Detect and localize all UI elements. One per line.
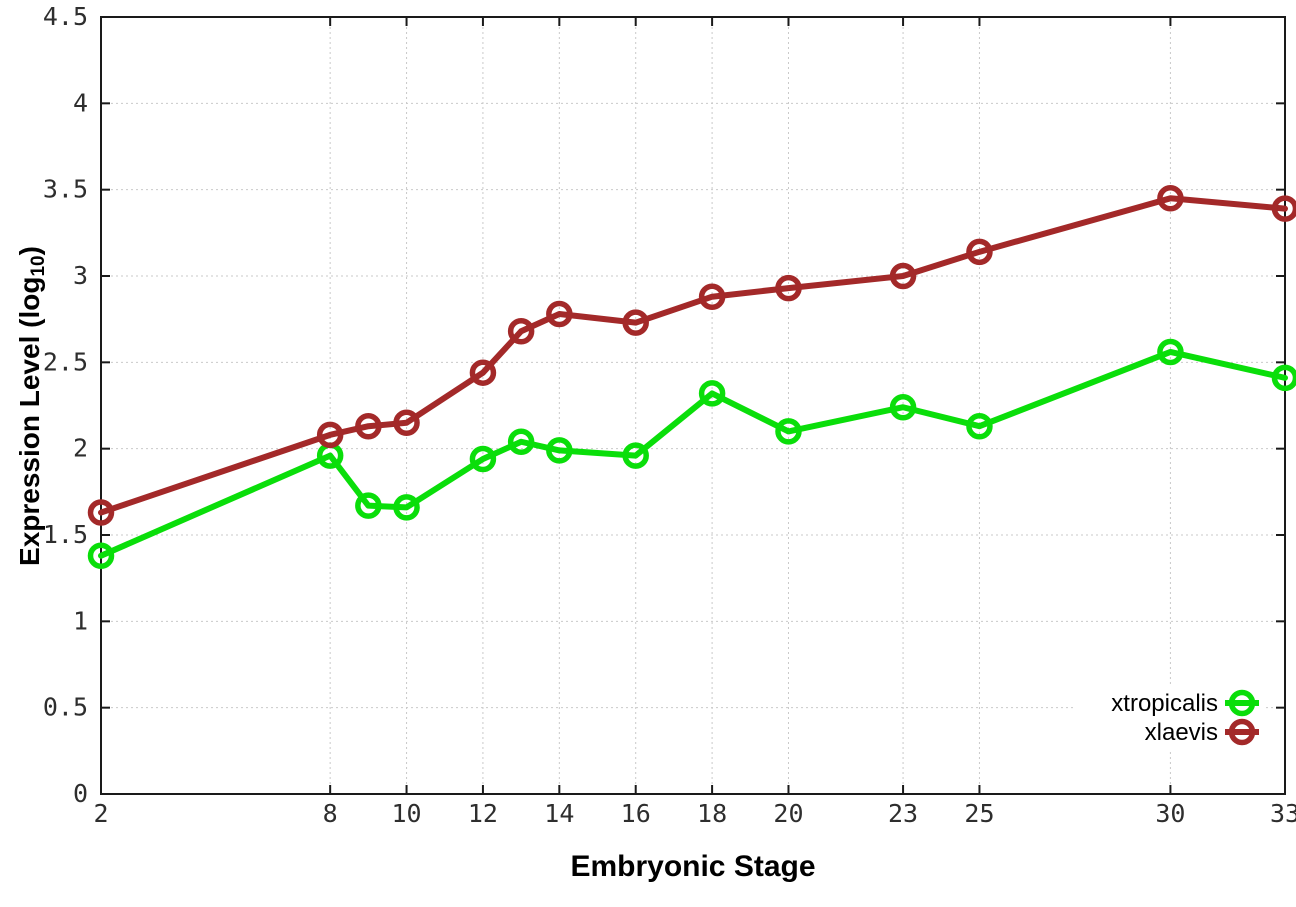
gridlines	[101, 17, 1285, 794]
y-tick-label: 2.5	[43, 347, 88, 376]
y-axis-label-subscript: 10	[27, 255, 49, 277]
data-point	[622, 442, 649, 469]
data-point	[355, 492, 382, 519]
data-point	[355, 412, 382, 440]
y-axis-label-close: )	[14, 246, 45, 256]
legend-sample-marker	[1228, 689, 1256, 717]
data-point	[87, 542, 115, 569]
y-axis-label: Expression Level (log10)	[14, 6, 54, 806]
legend-sample-marker	[1228, 718, 1256, 746]
x-axis-label: Embryonic Stage	[570, 850, 816, 883]
x-tick-label: 14	[544, 799, 574, 828]
x-tick-label: 23	[888, 799, 918, 828]
y-axis-label-text: Expression Level (log	[14, 276, 45, 566]
data-point	[889, 393, 917, 421]
y-tick-label: 0	[73, 779, 88, 808]
data-point	[546, 300, 573, 328]
legend-label: xtropicalis	[1111, 690, 1218, 717]
tick-labels: 2 8 10 12 14 16 18 20 23 25 30 33 0 0.5 1 1.5 2 2.5 3 3.5 4 4…	[43, 2, 1296, 828]
data-point	[546, 437, 573, 464]
data-point	[966, 238, 993, 266]
x-tick-label: 33	[1270, 799, 1296, 828]
data-point	[507, 318, 535, 345]
data-point	[1157, 338, 1184, 366]
x-tick-label: 20	[773, 799, 803, 828]
legend-item-xlaevis: xlaevis	[1145, 718, 1259, 746]
tick-marks	[100, 16, 1286, 795]
y-tick-label: 3.5	[43, 175, 88, 204]
x-tick-label: 25	[964, 799, 994, 828]
data-point	[393, 409, 420, 437]
series-xtropicalis	[87, 338, 1296, 569]
y-tick-label: 4.5	[43, 2, 88, 31]
series-xlaevis-line	[98, 195, 1288, 516]
data-point	[889, 262, 917, 290]
data-point	[698, 283, 726, 310]
data-point	[469, 445, 497, 473]
x-tick-label: 2	[93, 799, 108, 828]
x-tick-label: 12	[468, 799, 498, 828]
x-tick-label: 30	[1155, 799, 1185, 828]
y-tick-label: 2	[73, 434, 88, 463]
data-point	[87, 499, 115, 526]
y-tick-label: 4	[73, 88, 88, 117]
y-tick-label: 3	[73, 261, 88, 290]
legend-label: xlaevis	[1145, 719, 1218, 746]
data-point	[469, 359, 497, 386]
data-point	[507, 428, 535, 456]
x-tick-label: 10	[391, 799, 421, 828]
data-point	[1157, 185, 1184, 212]
data-point	[698, 380, 726, 407]
data-point	[775, 418, 802, 445]
y-tick-label: 0.5	[43, 693, 88, 722]
legend-item-xtropicalis: xtropicalis	[1111, 689, 1259, 717]
plot-border	[100, 16, 1286, 795]
y-tick-label: 1	[73, 606, 88, 635]
series-xlaevis	[87, 185, 1296, 526]
data-point	[316, 421, 344, 449]
data-point	[622, 309, 649, 336]
data-point	[775, 274, 802, 302]
y-tick-label: 1.5	[43, 520, 88, 549]
data-point	[393, 494, 420, 521]
x-tick-label: 8	[323, 799, 338, 828]
x-tick-label: 16	[621, 799, 651, 828]
x-tick-label: 18	[697, 799, 727, 828]
data-point	[966, 412, 993, 440]
